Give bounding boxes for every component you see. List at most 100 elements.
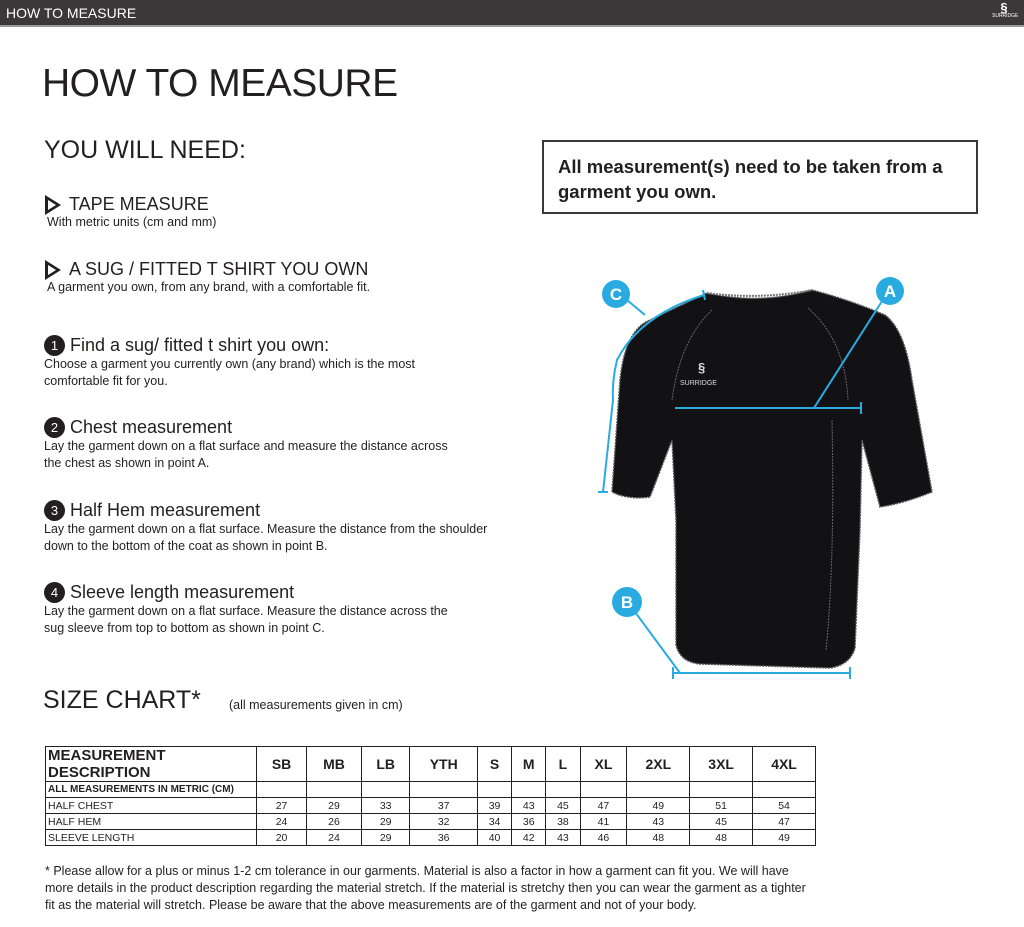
table-cell: 43 (626, 813, 691, 830)
row-label: SLEEVE LENGTH (45, 829, 257, 846)
play-triangle-icon (45, 260, 61, 281)
top-bar: HOW TO MEASURE § SURRIDGE (0, 0, 1024, 27)
label-b-text: B (621, 593, 633, 612)
need-desc: With metric units (cm and mm) (47, 215, 217, 230)
table-cell: 38 (545, 813, 581, 830)
step-number: 3 (44, 500, 65, 521)
sleeve-measure-line (602, 294, 705, 493)
table-cell: 36 (409, 829, 478, 846)
empty-cell (476, 781, 513, 798)
surridge-logo: § SURRIDGE (992, 0, 1019, 19)
step-desc: Lay the garment down on a flat surface. … (44, 522, 488, 553)
table-cell: 37 (409, 797, 478, 814)
empty-cell (752, 781, 816, 798)
step: 2 Chest measurement Lay the garment down … (44, 417, 464, 472)
label-c: C (602, 280, 630, 308)
table-cell: 42 (511, 829, 547, 846)
empty-cell (255, 781, 308, 798)
table-cell: 49 (752, 829, 816, 846)
step-title: Half Hem measurement (70, 500, 261, 520)
step-number: 4 (44, 582, 65, 603)
step-desc: Lay the garment down on a flat surface. … (44, 604, 448, 635)
metric-note: ALL MEASUREMENTS IN METRIC (CM) (45, 781, 257, 798)
table-cell: 24 (255, 813, 308, 830)
table-header-row: MEASUREMENT DESCRIPTION SB MB LB YTH S M L XL 2XL… (45, 746, 816, 782)
footnote: * Please allow for a plus or minus 1-2 c… (45, 864, 806, 912)
notice-box: All measurement(s) need to be taken from… (542, 140, 978, 214)
column-header: LB (360, 746, 411, 782)
need-item: TAPE MEASURE With metric units (cm and m… (45, 194, 216, 229)
size-chart-subheading: (all measurements given in cm) (229, 698, 403, 712)
column-header: S (476, 746, 513, 782)
empty-cell (626, 781, 691, 798)
column-header: 4XL (752, 746, 816, 782)
table-cell: 45 (545, 797, 581, 814)
table-cell: 43 (545, 829, 581, 846)
size-chart-table: MEASUREMENT DESCRIPTION SB MB LB YTH S M L XL 2XL… (45, 746, 816, 846)
column-header: 3XL (689, 746, 754, 782)
table-cell: 47 (579, 797, 628, 814)
table-cell: 24 (306, 829, 362, 846)
table-cell: 27 (255, 797, 308, 814)
table-row: HALF HEM 24 26 29 32 34 36 38 41 43 45 47 (45, 813, 816, 830)
table-cell: 29 (360, 829, 411, 846)
step: 1 Find a sug/ fitted t shirt you own: Cho… (44, 335, 444, 390)
step-number: 2 (44, 417, 65, 438)
a-pointer (813, 297, 885, 409)
table-cell: 26 (306, 813, 362, 830)
label-c-text: C (610, 285, 622, 304)
need-title: TAPE MEASURE (69, 194, 209, 214)
table-cell: 45 (689, 813, 754, 830)
label-a: A (876, 277, 904, 305)
table-cell: 43 (511, 797, 547, 814)
row-label: HALF CHEST (45, 797, 257, 814)
table-cell: 46 (579, 829, 628, 846)
column-header: 2XL (626, 746, 691, 782)
empty-cell (511, 781, 547, 798)
step-title: Find a sug/ fitted t shirt you own: (70, 335, 330, 355)
column-header: L (545, 746, 581, 782)
need-desc: A garment you own, from any brand, with … (47, 280, 371, 295)
step: 3 Half Hem measurement Lay the garment do… (44, 500, 514, 555)
table-cell: 39 (476, 797, 513, 814)
empty-cell (545, 781, 581, 798)
table-cell: 33 (360, 797, 411, 814)
label-a-text: A (884, 282, 896, 301)
table-cell: 40 (476, 829, 513, 846)
notice-text: All measurement(s) need to be taken from… (558, 156, 943, 202)
table-cell: 41 (579, 813, 628, 830)
table-cell: 51 (689, 797, 754, 814)
table-cell: 47 (752, 813, 816, 830)
table-cell: 49 (626, 797, 691, 814)
table-cell: 32 (409, 813, 478, 830)
label-b: B (612, 587, 642, 617)
table-cell: 36 (511, 813, 547, 830)
shirt-logo-text: SURRIDGE (680, 380, 717, 387)
empty-cell (409, 781, 478, 798)
empty-cell (579, 781, 628, 798)
column-header: XL (579, 746, 628, 782)
you-will-need-heading: YOU WILL NEED: (44, 136, 246, 164)
table-cell: 29 (306, 797, 362, 814)
table-row-metric: ALL MEASUREMENTS IN METRIC (CM) (45, 781, 816, 798)
page-title: HOW TO MEASURE (42, 62, 398, 105)
play-triangle-icon (45, 195, 61, 216)
empty-cell (306, 781, 362, 798)
column-header: M (511, 746, 547, 782)
table-row: HALF CHEST 27 29 33 37 39 43 45 47 49 51 54 (45, 797, 816, 814)
step-number: 1 (44, 335, 65, 356)
empty-cell (689, 781, 754, 798)
step-desc: Choose a garment you currently own (any … (44, 357, 416, 388)
need-title: A SUG / FITTED T SHIRT YOU OWN (69, 259, 369, 279)
table-cell: 34 (476, 813, 513, 830)
column-header: SB (255, 746, 308, 782)
table-cell: 48 (626, 829, 691, 846)
column-header: YTH (409, 746, 478, 782)
shirt-body (611, 289, 933, 669)
need-item: A SUG / FITTED T SHIRT YOU OWN A garment… (45, 259, 370, 294)
b-pointer (634, 611, 681, 674)
empty-cell (360, 781, 411, 798)
shirt-logo-mark: § (698, 360, 705, 375)
